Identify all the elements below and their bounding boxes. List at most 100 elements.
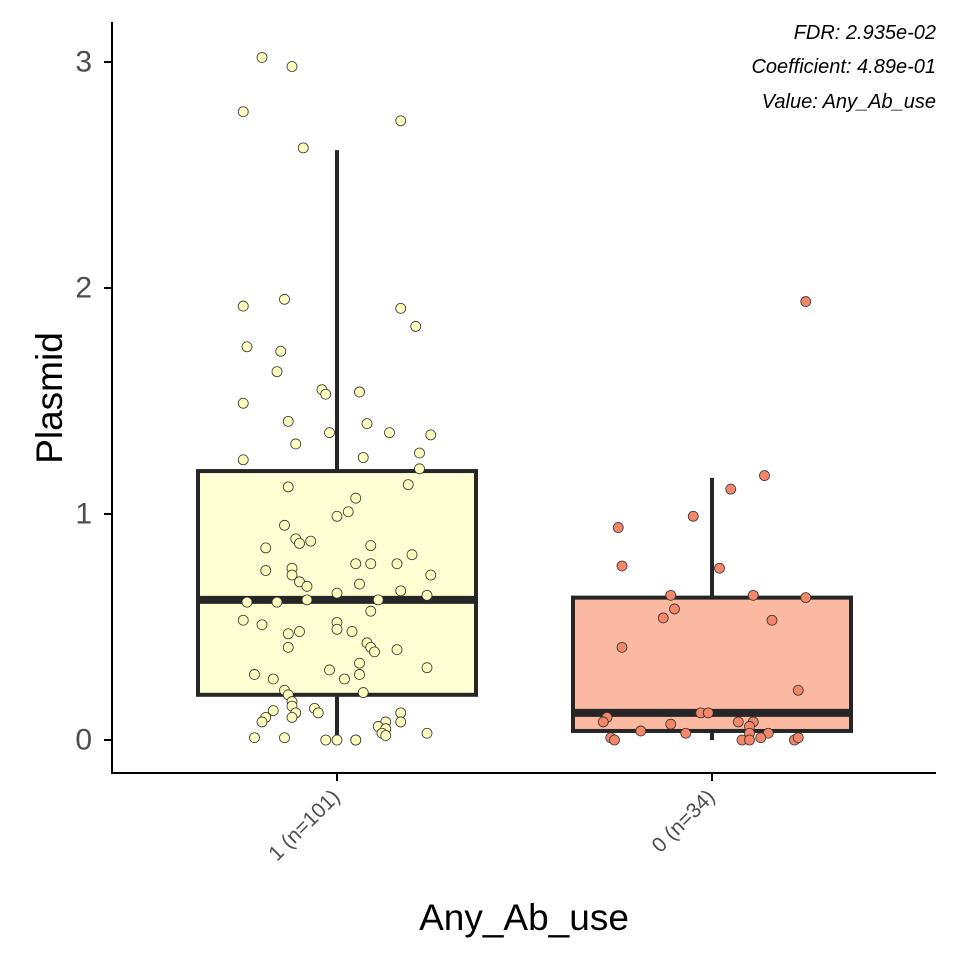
data-point bbox=[410, 321, 422, 332]
data-point bbox=[725, 483, 737, 495]
points-layer bbox=[237, 52, 812, 746]
data-point bbox=[425, 569, 437, 581]
data-point bbox=[256, 619, 268, 631]
data-point bbox=[241, 341, 253, 353]
data-point bbox=[714, 562, 725, 574]
data-point bbox=[324, 664, 335, 676]
data-point bbox=[395, 707, 407, 719]
data-point bbox=[301, 594, 313, 606]
box bbox=[196, 469, 478, 697]
data-point bbox=[305, 535, 317, 547]
data-point bbox=[350, 734, 362, 746]
data-point bbox=[282, 481, 294, 493]
data-point bbox=[354, 386, 365, 398]
y-axis-title: Plasmid bbox=[29, 332, 70, 464]
data-point bbox=[350, 492, 362, 504]
data-point bbox=[331, 734, 343, 746]
data-point bbox=[324, 427, 335, 439]
data-point bbox=[800, 592, 812, 604]
data-point bbox=[395, 115, 407, 127]
data-point bbox=[290, 438, 302, 450]
data-point bbox=[286, 712, 298, 723]
data-point bbox=[616, 560, 628, 572]
data-point bbox=[271, 366, 283, 378]
data-point bbox=[279, 732, 290, 744]
data-point bbox=[747, 589, 759, 601]
data-point bbox=[342, 506, 354, 518]
data-point bbox=[237, 300, 249, 312]
data-point bbox=[260, 565, 272, 576]
data-point bbox=[657, 612, 669, 624]
data-point bbox=[369, 646, 380, 658]
data-point bbox=[320, 388, 332, 400]
data-point bbox=[331, 510, 343, 522]
data-point bbox=[267, 673, 279, 685]
data-point bbox=[665, 718, 677, 730]
data-point bbox=[260, 542, 272, 554]
data-point bbox=[635, 725, 647, 737]
data-point bbox=[256, 716, 268, 728]
data-point bbox=[372, 594, 384, 606]
data-point bbox=[597, 716, 609, 728]
data-point bbox=[755, 732, 767, 744]
data-point bbox=[354, 578, 365, 590]
x-tick-label: 0 (n=34) bbox=[648, 785, 720, 857]
data-point bbox=[766, 614, 778, 626]
data-point bbox=[616, 641, 628, 653]
annotation-value: Value: Any_Ab_use bbox=[762, 91, 936, 113]
data-point bbox=[384, 427, 395, 439]
data-point bbox=[395, 585, 407, 597]
data-point bbox=[425, 429, 437, 441]
data-point bbox=[391, 558, 403, 570]
data-point bbox=[414, 463, 425, 475]
box-group bbox=[571, 477, 853, 740]
y-ticks: 0 1 2 3 bbox=[75, 46, 112, 757]
data-point bbox=[237, 106, 249, 118]
data-point bbox=[346, 626, 358, 637]
data-point bbox=[421, 589, 433, 601]
data-point bbox=[421, 662, 433, 674]
y-tick-label: 2 bbox=[75, 272, 92, 305]
data-point bbox=[665, 589, 677, 601]
data-point bbox=[237, 614, 249, 626]
data-point bbox=[286, 61, 298, 72]
data-point bbox=[800, 296, 812, 307]
data-point bbox=[402, 479, 414, 491]
box bbox=[571, 595, 853, 733]
data-point bbox=[267, 705, 279, 717]
data-point bbox=[354, 669, 365, 680]
data-point bbox=[669, 603, 680, 615]
data-point bbox=[395, 716, 407, 728]
data-point bbox=[301, 580, 313, 592]
data-point bbox=[271, 596, 283, 608]
data-point bbox=[361, 418, 373, 430]
data-point bbox=[421, 727, 433, 739]
x-ticks: 1 (n=101) 0 (n=34) bbox=[264, 773, 720, 866]
annotation-fdr: FDR: 2.935e-02 bbox=[794, 22, 936, 44]
data-point bbox=[365, 540, 377, 552]
data-point bbox=[350, 558, 362, 570]
data-point bbox=[680, 727, 692, 739]
data-point bbox=[282, 415, 294, 427]
data-point bbox=[732, 716, 744, 728]
data-point bbox=[279, 293, 290, 305]
data-point bbox=[286, 569, 298, 581]
data-point bbox=[406, 549, 418, 561]
data-point bbox=[759, 470, 770, 481]
data-point bbox=[331, 587, 343, 599]
data-point bbox=[357, 452, 369, 463]
data-point bbox=[249, 669, 260, 680]
x-axis-title: Any_Ab_use bbox=[419, 897, 629, 938]
data-point bbox=[414, 447, 425, 459]
data-point bbox=[365, 558, 377, 570]
data-point bbox=[282, 641, 294, 653]
data-point bbox=[320, 734, 332, 746]
data-point bbox=[275, 345, 287, 357]
data-point bbox=[312, 707, 324, 719]
data-point bbox=[687, 510, 699, 522]
data-point bbox=[294, 537, 305, 549]
y-tick-label: 0 bbox=[75, 724, 92, 757]
data-point bbox=[279, 519, 290, 531]
y-tick-label: 1 bbox=[75, 498, 92, 531]
